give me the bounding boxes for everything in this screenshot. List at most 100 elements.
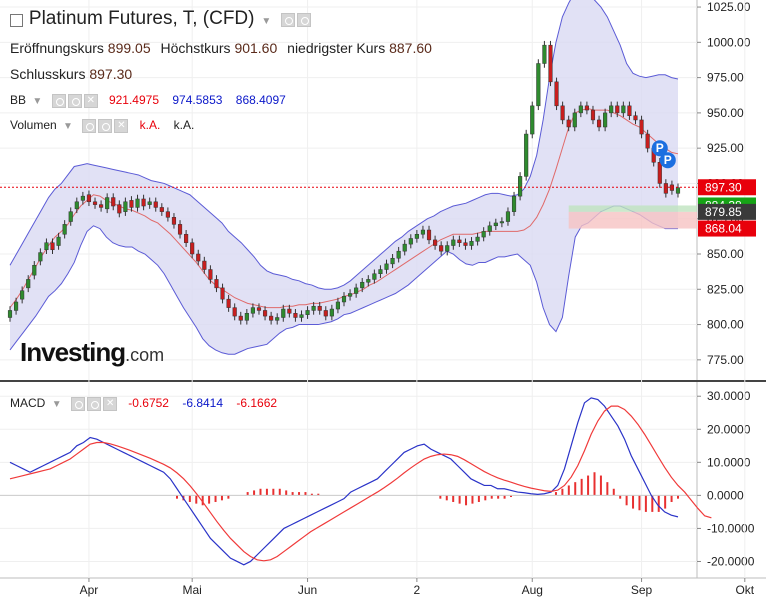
volume-chevron-icon[interactable]: ▼: [63, 121, 73, 132]
candle-body: [663, 183, 668, 194]
price-badge-label: 879.85: [705, 205, 742, 219]
bb-visibility-icon[interactable]: [51, 93, 66, 108]
chart-title-row: Platinum Futures, T, (CFD) ▼: [10, 8, 313, 30]
time-tick-label: Aug: [522, 583, 543, 597]
bb-value-1: 921.4975: [108, 93, 160, 107]
pivot-badge: [651, 140, 668, 157]
candle-body: [117, 204, 122, 214]
volume-visibility-icon[interactable]: [82, 118, 97, 133]
candle-body: [287, 308, 292, 314]
price-tick-label: 850.00: [707, 247, 744, 261]
candle-body: [244, 313, 249, 321]
macd-tick-label: -20.0000: [707, 554, 755, 568]
volume-close-icon[interactable]: [114, 118, 129, 133]
candle-body: [390, 257, 395, 265]
candle-body: [317, 305, 322, 311]
bb-legend: BB ▼ 921.4975 974.5853 868.4097: [10, 93, 286, 108]
candle-body: [426, 229, 432, 241]
price-tick-label: 825.00: [707, 282, 744, 296]
candle-body: [675, 187, 681, 194]
candle-body: [348, 293, 353, 297]
open-value: 899.05: [107, 40, 151, 56]
time-tick-label: Mai: [183, 583, 202, 597]
price-tick-label: 1000.00: [707, 35, 751, 49]
candle-body: [190, 242, 195, 255]
candle-body: [86, 194, 92, 203]
candle-body: [657, 162, 662, 184]
candle-body: [633, 115, 638, 121]
collapse-icon[interactable]: [10, 13, 23, 27]
candle-body: [366, 279, 371, 283]
candle-body: [232, 307, 237, 317]
volume-settings-icon[interactable]: [98, 118, 113, 133]
candle-body: [74, 201, 79, 210]
macd-close-icon[interactable]: [102, 396, 117, 411]
candle-body: [171, 217, 177, 225]
candle-body: [524, 133, 529, 177]
candle-body: [457, 239, 462, 243]
candle-body: [408, 238, 413, 245]
volume-value-1: k.A.: [139, 118, 161, 132]
time-tick-label: 2: [414, 583, 421, 597]
candle-body: [305, 310, 310, 315]
macd-value-3: -6.1662: [236, 396, 278, 410]
price-tick-label: 1025.00: [707, 0, 751, 14]
candle-body: [335, 301, 340, 310]
candle-body: [56, 236, 61, 246]
candle-body: [226, 298, 231, 308]
bb-settings-icon[interactable]: [67, 93, 82, 108]
macd-visibility-icon[interactable]: [70, 396, 85, 411]
candle-body: [329, 308, 334, 317]
candle-body: [111, 197, 116, 207]
bb-chevron-icon[interactable]: ▼: [32, 96, 43, 107]
candle-body: [26, 279, 31, 289]
chart-title: Platinum Futures, T, (CFD): [28, 8, 255, 29]
candle-body: [7, 310, 13, 318]
candle-body: [293, 313, 298, 318]
candle-body: [645, 133, 650, 149]
candle-body: [275, 317, 280, 321]
macd-line: [9, 397, 679, 566]
candle-body: [475, 236, 480, 242]
candle-body: [159, 207, 164, 212]
high-value: 901.60: [234, 40, 278, 56]
price-badge: [698, 203, 756, 220]
macd-settings-icon[interactable]: [86, 396, 101, 411]
candle-body: [299, 314, 304, 318]
bb-label: BB: [10, 93, 27, 107]
candle-body: [499, 221, 504, 224]
bb-close-icon[interactable]: [83, 93, 98, 108]
candle-body: [554, 81, 559, 107]
candle-body: [360, 281, 365, 289]
investing-logo: Investing.com: [20, 337, 164, 368]
candle-body: [639, 119, 644, 135]
candle-body: [311, 305, 316, 311]
candle-body: [44, 242, 49, 251]
candle-body: [20, 290, 25, 300]
candle-body: [62, 224, 67, 235]
candle-body: [414, 233, 419, 239]
logo-main: Investing: [20, 337, 126, 367]
time-tick-label: Okt: [735, 583, 754, 597]
volume-value-2: k.A.: [173, 118, 195, 132]
candle-body: [578, 105, 583, 114]
price-badge: [698, 179, 756, 196]
macd-tick-label: 30.0000: [707, 389, 751, 403]
candle-body: [518, 176, 523, 197]
candle-body: [603, 112, 608, 128]
high-label: Höchstkurs: [160, 40, 231, 56]
macd-label: MACD: [10, 396, 46, 410]
macd-value-2: -6.8414: [182, 396, 224, 410]
volume-label: Volumen: [10, 118, 57, 132]
visibility-icon[interactable]: [281, 13, 296, 28]
candle-body: [469, 241, 474, 246]
close-row: Schlusskurs 897.30: [10, 66, 132, 82]
macd-chevron-icon[interactable]: ▼: [51, 399, 62, 410]
settings-icon[interactable]: [297, 13, 312, 28]
candle-body: [402, 243, 407, 252]
chevron-down-icon[interactable]: ▼: [261, 16, 272, 27]
pivot-badge-label: P: [656, 141, 664, 155]
candle-body: [80, 195, 85, 201]
candle-body: [445, 245, 450, 252]
